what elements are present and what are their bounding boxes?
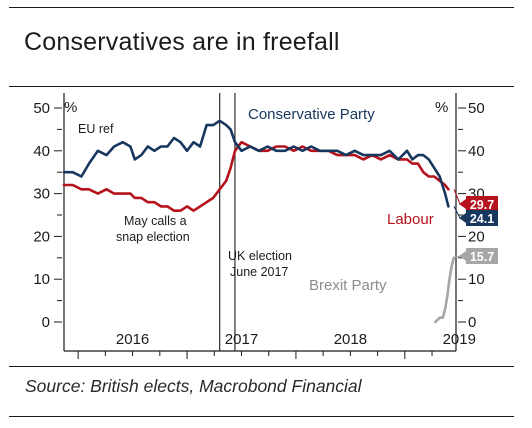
end-labels: 29.724.1 15.7 xyxy=(453,189,498,264)
y-tick-label-right: 20 xyxy=(468,228,485,245)
source-rule xyxy=(9,366,514,367)
end-label-value: 24.1 xyxy=(470,212,494,226)
y-tick-label-left: 30 xyxy=(33,186,50,203)
title-rule xyxy=(9,86,514,87)
event-label-snap-election: May calls a snap election xyxy=(116,214,190,244)
line-chart: 0 10 20 30 40 50 0 10 20 30 40 50 2016 2017 2018 2019… xyxy=(33,93,498,359)
y-axis-left: 0 10 20 30 40 50 xyxy=(33,100,62,331)
end-label-value: 15.7 xyxy=(470,250,494,264)
bottom-rule xyxy=(9,416,514,417)
x-tick-label: 2019 xyxy=(443,331,476,348)
series-lines xyxy=(62,119,456,324)
y-tick-label-right: 0 xyxy=(468,314,476,331)
end-label-pointer xyxy=(459,251,466,261)
x-axis: 2016 2017 2018 2019 xyxy=(77,331,476,359)
legend-conservative: Conservative Party xyxy=(248,106,375,123)
end-label-value: 29.7 xyxy=(470,198,494,212)
event-label-eu-ref: EU ref xyxy=(78,122,114,136)
end-label-box xyxy=(466,210,498,226)
end-label-box xyxy=(466,248,498,264)
end-label-box xyxy=(466,196,498,212)
unit-label-right: % xyxy=(435,99,448,116)
y-tick-label-left: 40 xyxy=(33,143,50,160)
series-line-0 xyxy=(62,119,450,208)
end-label-pointer xyxy=(459,213,466,223)
end-label-leader xyxy=(453,189,461,205)
end-label-pointer xyxy=(459,199,466,209)
x-tick-label: 2016 xyxy=(116,331,149,348)
top-rule xyxy=(9,7,514,8)
source-note: Source: British elects, Macrobond Financ… xyxy=(25,376,362,396)
y-tick-label-right: 10 xyxy=(468,271,485,288)
legend-labour: Labour xyxy=(387,211,434,228)
y-tick-label-right: 40 xyxy=(468,143,485,160)
end-label-leader xyxy=(453,206,461,219)
y-tick-label-left: 20 xyxy=(33,228,50,245)
chart-title: Conservatives are in freefall xyxy=(24,28,340,56)
end-label-leader xyxy=(453,255,461,259)
series-line-2 xyxy=(433,256,456,324)
y-tick-label-left: 10 xyxy=(33,271,50,288)
y-tick-label-right: 50 xyxy=(468,100,485,117)
y-tick-label-left: 0 xyxy=(42,314,50,331)
unit-label-left: % xyxy=(64,99,77,116)
x-tick-label: 2017 xyxy=(225,331,258,348)
event-lines xyxy=(219,93,236,351)
legend-brexit: Brexit Party xyxy=(309,277,387,294)
y-tick-label-left: 50 xyxy=(33,100,50,117)
x-tick-label: 2018 xyxy=(334,331,367,348)
event-label-uk-election: UK election June 2017 xyxy=(228,249,295,279)
annotations: % % Conservative Party Labour Brexit Par… xyxy=(64,99,448,294)
